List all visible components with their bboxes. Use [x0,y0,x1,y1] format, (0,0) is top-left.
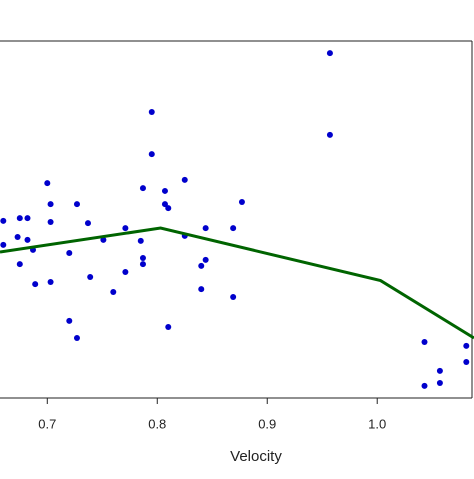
point [32,281,39,288]
point [436,367,443,374]
point [161,201,168,208]
point [0,217,7,224]
point [202,225,209,232]
point [14,233,21,240]
point [84,220,91,227]
point [73,201,80,208]
point [66,317,73,324]
point [198,286,205,293]
point [122,225,129,232]
point [47,278,54,285]
point [238,199,245,206]
point [148,109,155,116]
point [47,218,54,225]
point [110,288,117,295]
point [16,215,23,222]
point [47,201,54,208]
point [165,323,172,330]
point [230,225,237,232]
point [230,293,237,300]
point [139,255,146,262]
x-axis-label: Velocity [230,448,282,465]
point [326,50,333,57]
point [122,268,129,275]
point [165,205,172,212]
point [198,262,205,269]
point [421,338,428,345]
point [139,185,146,192]
point [87,273,94,280]
point [202,256,209,263]
point [44,180,51,187]
point [66,250,73,257]
point [463,358,470,365]
point [0,241,7,248]
point [24,236,31,243]
point [100,236,107,243]
point [24,215,31,222]
point [73,335,80,342]
x-tick-label: 1.0 [368,416,386,431]
point [326,131,333,138]
point [463,342,470,349]
point [16,261,23,268]
point [161,187,168,194]
x-tick-label: 0.7 [38,416,56,431]
point [421,382,428,389]
x-tick-label: 0.9 [258,416,276,431]
point [139,261,146,268]
x-tick-label: 0.8 [148,416,166,431]
point [137,237,144,244]
point [436,380,443,387]
fit-line [0,226,474,340]
point [181,176,188,183]
point [148,151,155,158]
